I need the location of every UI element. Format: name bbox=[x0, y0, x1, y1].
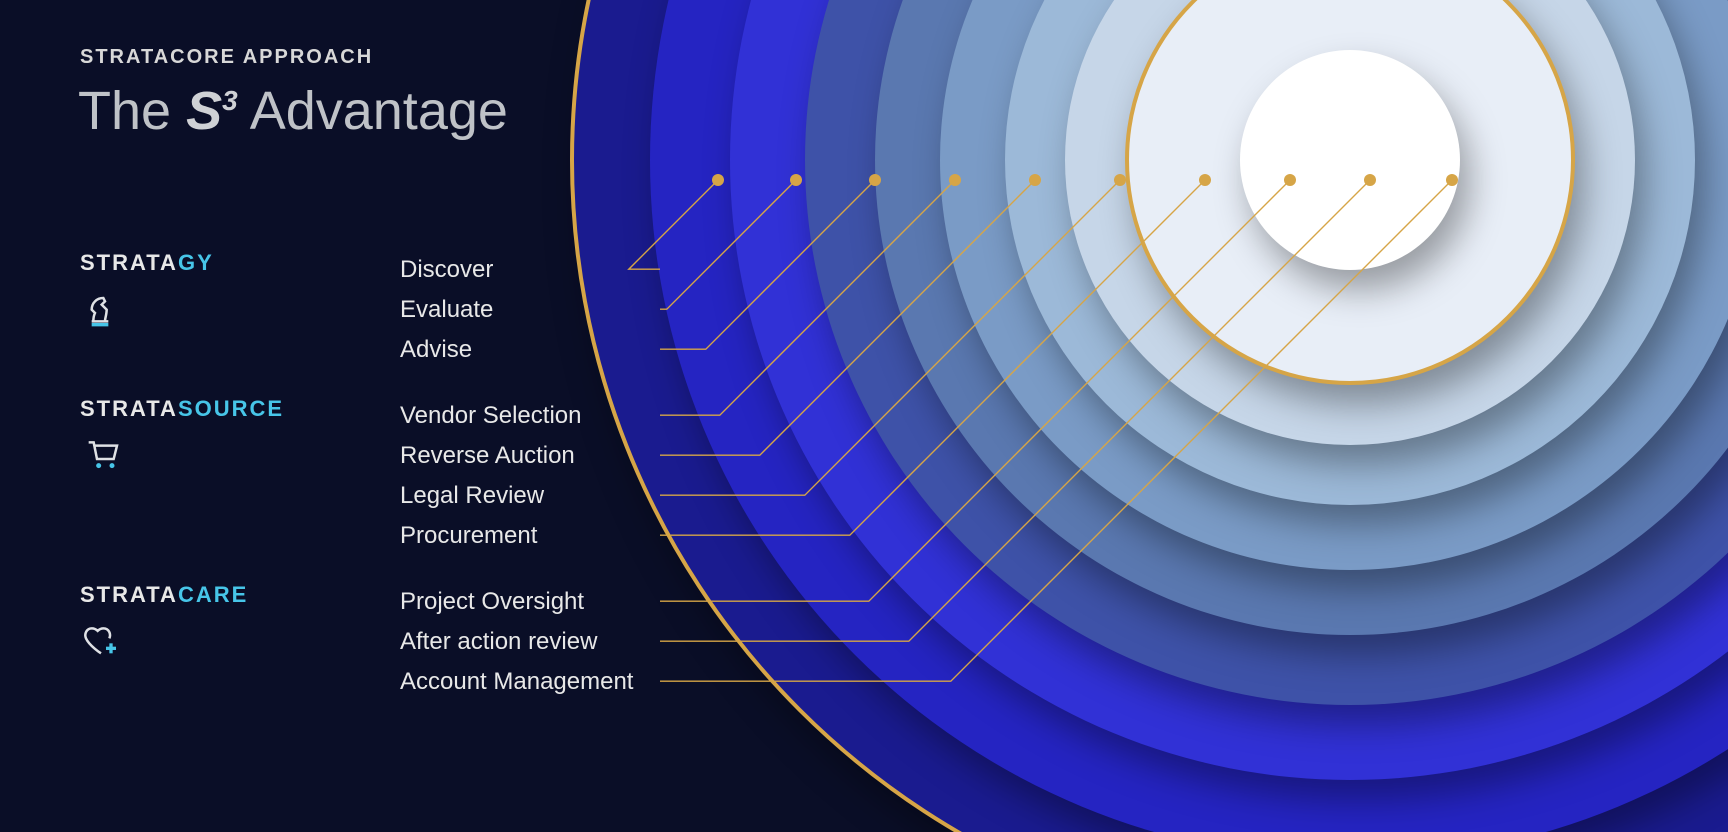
pillar-prefix: STRATA bbox=[80, 396, 178, 421]
service-item: After action review bbox=[400, 628, 597, 656]
connector-line bbox=[660, 180, 955, 415]
connector-dot bbox=[1284, 174, 1296, 186]
headline-post: Advantage bbox=[238, 81, 508, 141]
ring-7 bbox=[1065, 0, 1635, 445]
service-item: Evaluate bbox=[400, 296, 493, 324]
ring-6 bbox=[1005, 0, 1695, 505]
headline: The S3 Advantage bbox=[78, 80, 508, 142]
connector-dot bbox=[1446, 174, 1458, 186]
connector-line bbox=[660, 180, 875, 349]
connector-line bbox=[660, 180, 1035, 455]
service-item: Reverse Auction bbox=[400, 442, 575, 470]
infographic-stage: STRATACORE APPROACH The S3 Advantage STR… bbox=[0, 0, 1728, 832]
headline-s: S bbox=[186, 81, 222, 141]
headline-s3: S3 bbox=[186, 81, 238, 141]
connector-dot bbox=[790, 174, 802, 186]
connector-line bbox=[660, 180, 1120, 495]
connector-line bbox=[629, 180, 718, 269]
knight-icon bbox=[80, 288, 120, 333]
headline-sup: 3 bbox=[222, 85, 238, 116]
service-item: Project Oversight bbox=[400, 588, 584, 616]
pillar-label-stratasource: STRATASOURCE bbox=[80, 396, 284, 422]
connector-dot bbox=[1199, 174, 1211, 186]
connector-dot bbox=[1114, 174, 1126, 186]
heart-icon bbox=[80, 620, 122, 665]
cart-icon bbox=[80, 434, 124, 479]
service-item: Advise bbox=[400, 336, 472, 364]
connector-dot bbox=[1029, 174, 1041, 186]
service-item: Account Management bbox=[400, 668, 633, 696]
ring-3 bbox=[805, 0, 1728, 705]
service-item: Procurement bbox=[400, 522, 537, 550]
pillar-prefix: STRATA bbox=[80, 250, 178, 275]
pillar-suffix: SOURCE bbox=[178, 396, 284, 421]
eyebrow-text: STRATACORE APPROACH bbox=[80, 46, 373, 69]
headline-pre: The bbox=[78, 81, 186, 141]
connector-dot bbox=[869, 174, 881, 186]
pillar-suffix: GY bbox=[178, 250, 214, 275]
ring-9 bbox=[1240, 50, 1460, 270]
connector-line bbox=[660, 180, 1452, 681]
service-item: Discover bbox=[400, 256, 493, 284]
pillar-label-stratacare: STRATACARE bbox=[80, 582, 248, 608]
connector-line bbox=[660, 180, 1205, 535]
ring-4 bbox=[875, 0, 1728, 635]
service-item: Legal Review bbox=[400, 482, 544, 510]
ring-0 bbox=[570, 0, 1728, 832]
connector-line bbox=[660, 180, 1290, 601]
pillar-prefix: STRATA bbox=[80, 582, 178, 607]
ring-8 bbox=[1125, 0, 1575, 385]
ring-5 bbox=[940, 0, 1728, 570]
connector-line bbox=[660, 180, 796, 309]
pillar-suffix: CARE bbox=[178, 582, 248, 607]
connector-dot bbox=[712, 174, 724, 186]
connector-dot bbox=[1364, 174, 1376, 186]
pillar-label-stratagy: STRATAGY bbox=[80, 250, 214, 276]
ring-2 bbox=[730, 0, 1728, 780]
connector-line bbox=[660, 180, 1370, 641]
ring-1 bbox=[650, 0, 1728, 832]
connector-dot bbox=[949, 174, 961, 186]
service-item: Vendor Selection bbox=[400, 402, 581, 430]
